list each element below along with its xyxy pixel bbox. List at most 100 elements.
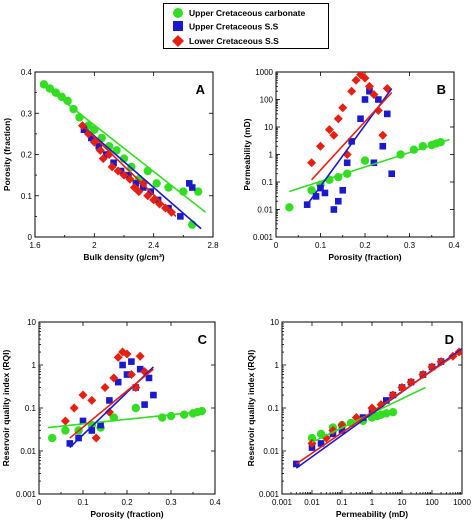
point-carbonate — [285, 203, 294, 212]
point-upper-ss — [128, 358, 135, 365]
point-carbonate — [193, 187, 203, 196]
y-tick-label: 100 — [260, 96, 274, 105]
point-lower-ss — [338, 103, 348, 113]
point-lower-ss — [69, 403, 79, 413]
x-tick-label: 0.1 — [77, 498, 89, 507]
x-tick-label: 2.4 — [148, 241, 160, 250]
x-tick-label: 0 — [37, 498, 42, 507]
point-upper-ss — [321, 189, 329, 197]
legend-svg: Upper Cretaceous carbonate Upper Cretace… — [172, 8, 305, 47]
x-tick-label: 0.3 — [165, 498, 177, 507]
point-upper-ss — [188, 184, 196, 191]
plot-area — [293, 347, 462, 469]
point-upper-ss — [114, 378, 122, 386]
x-axis-label: Permeability (mD) — [336, 509, 408, 519]
x-tick-label: 2 — [92, 241, 97, 250]
point-lower-ss — [373, 105, 383, 115]
x-tick-label: 100 — [425, 498, 439, 507]
point-carbonate — [61, 426, 70, 435]
fit-line-lower-ss — [81, 125, 177, 217]
plot-area — [47, 347, 207, 449]
y-axis-label: Reservoir quality index (RQI) — [1, 349, 11, 466]
point-upper-ss — [97, 421, 104, 429]
point-upper-ss — [312, 193, 320, 200]
y-tick-label: 0.01 — [20, 447, 36, 456]
plot-area — [285, 72, 450, 213]
point-carbonate — [382, 409, 391, 418]
point-upper-ss — [388, 170, 395, 178]
y-axis-label: Reservoir quality index (RQI) — [246, 349, 256, 466]
y-tick-label: 0.4 — [21, 68, 33, 77]
point-lower-ss — [126, 370, 136, 380]
point-lower-ss — [83, 129, 93, 139]
x-axis-label: Bulk density (g/cm³) — [83, 252, 164, 262]
y-tick-label: 0 — [28, 233, 33, 242]
x-tick-label: 0.001 — [272, 498, 293, 507]
point-lower-ss — [418, 370, 428, 380]
y-tick-label: 10 — [264, 123, 273, 132]
legend-label-lower-ss: Lower Cretaceous S.S — [189, 36, 279, 46]
point-lower-ss — [107, 162, 117, 172]
x-tick-label: 10 — [398, 498, 407, 507]
panel-letter: A — [196, 82, 206, 97]
point-lower-ss — [91, 433, 101, 443]
legend-marker-lower-ss — [172, 35, 184, 47]
x-tick-label: 1.6 — [29, 241, 41, 250]
x-tick-label: 1 — [370, 498, 375, 507]
point-upper-ss — [66, 440, 74, 447]
y-tick-label: 0.01 — [263, 447, 279, 456]
x-tick-label: 0.3 — [404, 241, 416, 250]
legend-label-carbonate: Upper Cretaceous carbonate — [189, 8, 305, 18]
point-carbonate — [131, 403, 140, 413]
point-lower-ss — [134, 187, 144, 197]
point-upper-ss — [132, 180, 140, 187]
point-lower-ss — [125, 174, 135, 184]
x-tick-label: 1000 — [453, 498, 471, 507]
point-lower-ss — [351, 75, 361, 85]
fit-line-upper-ss — [81, 125, 202, 230]
x-tick-label: 0.4 — [448, 241, 460, 250]
point-lower-ss — [369, 90, 379, 100]
fit-line-lower-ss — [69, 368, 154, 439]
point-upper-ss — [366, 87, 373, 95]
x-tick-label: 0.2 — [121, 498, 133, 507]
fit-line-carbonate — [41, 83, 207, 213]
point-lower-ss — [109, 373, 119, 383]
x-tick-label: 0.1 — [336, 498, 348, 507]
point-lower-ss — [364, 81, 374, 91]
point-upper-ss — [145, 374, 153, 382]
point-upper-ss — [338, 427, 346, 434]
point-carbonate — [388, 407, 398, 417]
point-lower-ss — [378, 130, 388, 140]
point-upper-ss — [79, 417, 87, 425]
point-upper-ss — [361, 96, 369, 103]
x-tick-label: 0.4 — [209, 498, 221, 507]
point-upper-ss — [110, 159, 117, 167]
point-upper-ss — [88, 134, 95, 142]
y-tick-label: 10 — [27, 318, 36, 327]
point-lower-ss — [104, 407, 114, 417]
point-lower-ss — [119, 170, 129, 180]
panel-letter: D — [445, 332, 454, 347]
y-tick-label: 0.001 — [16, 490, 37, 499]
x-tick-label: 0.01 — [304, 498, 320, 507]
y-tick-label: 0.01 — [257, 206, 273, 215]
legend-marker-upper-ss — [173, 21, 183, 31]
y-tick-label: 0.001 — [253, 233, 274, 242]
point-upper-ss — [335, 197, 342, 205]
y-tick-label: 0.2 — [21, 151, 33, 160]
y-tick-label: 0.3 — [21, 109, 33, 118]
point-lower-ss — [78, 390, 88, 400]
point-lower-ss — [324, 125, 334, 135]
point-carbonate — [307, 433, 317, 443]
legend: Upper Cretaceous carbonate Upper Cretace… — [163, 3, 329, 49]
point-upper-ss — [95, 142, 103, 150]
point-upper-ss — [357, 115, 364, 123]
point-carbonate — [104, 142, 114, 151]
fit-line-lower-ss — [295, 349, 462, 465]
point-upper-ss — [119, 361, 126, 369]
fit-line-carbonate — [47, 410, 207, 429]
point-upper-ss — [383, 110, 391, 118]
